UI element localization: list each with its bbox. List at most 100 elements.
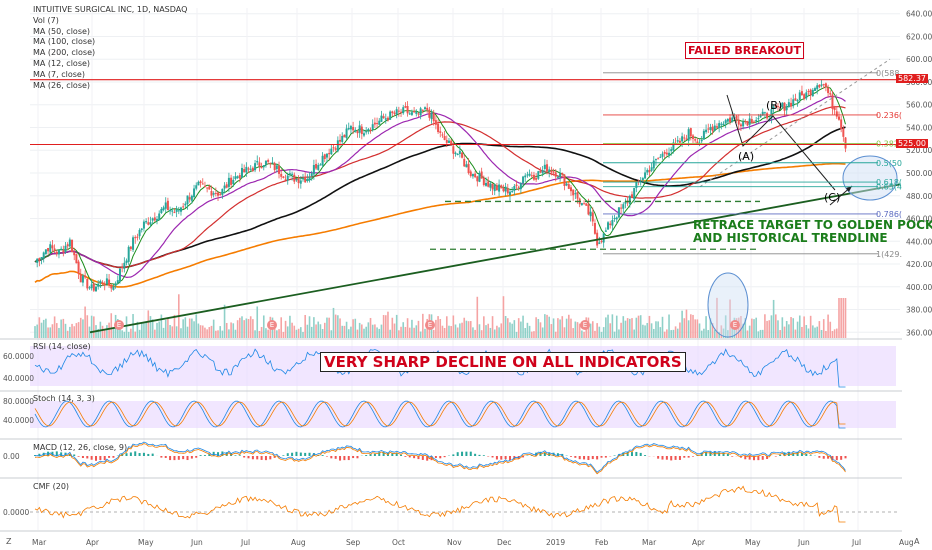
candle-body	[256, 160, 259, 163]
candle-body	[559, 173, 562, 178]
volume-bar	[474, 329, 476, 338]
earnings-marker[interactable]: E	[267, 320, 277, 330]
volume-bar	[219, 326, 221, 338]
volume-bar	[631, 318, 633, 338]
candle-body	[206, 187, 209, 189]
candle-body	[766, 113, 769, 119]
macd-hist-bar	[692, 456, 695, 457]
volume-bar	[624, 320, 627, 338]
volume-bar	[328, 317, 330, 338]
volume-bar	[753, 319, 755, 338]
volume-bar	[404, 326, 407, 338]
candle-body	[543, 164, 546, 169]
candle-body	[40, 256, 43, 260]
symbol-title[interactable]: INTUITIVE SURGICAL INC, 1D, NASDAQ	[33, 5, 188, 14]
candle-body	[635, 181, 638, 189]
macd-hist-bar	[617, 454, 620, 456]
candle-body	[805, 92, 808, 99]
volume-bar	[574, 321, 577, 338]
stoch-label[interactable]: Stoch (14, 3, 3)	[33, 394, 95, 403]
legend-ma100[interactable]: MA (100, close)	[33, 37, 96, 47]
candle-body	[71, 239, 74, 253]
rsi-label[interactable]: RSI (14, close)	[33, 342, 91, 351]
earnings-marker[interactable]: E	[114, 320, 124, 330]
volume-bar	[127, 331, 130, 338]
volume-bar	[594, 330, 596, 338]
legend-ma7[interactable]: MA (7, close)	[33, 69, 85, 79]
price-tick: 420.00	[906, 260, 932, 269]
auto-scale-button[interactable]: A	[914, 537, 920, 546]
earnings-marker[interactable]: E	[580, 320, 590, 330]
price-tick: 600.00	[906, 55, 932, 64]
volume-bar	[648, 315, 651, 338]
macd-hist-bar	[291, 452, 294, 456]
earnings-marker[interactable]: E	[425, 320, 435, 330]
volume-bar	[140, 323, 143, 338]
volume-bar	[273, 322, 276, 338]
macd-hist-bar	[683, 456, 686, 458]
volume-bar	[75, 323, 78, 338]
candle-body	[295, 178, 298, 181]
volume-bar	[757, 331, 760, 338]
candle-body	[114, 283, 117, 286]
volume-bar	[247, 319, 250, 338]
macd-hist-bar	[722, 452, 725, 456]
macd-hist-bar	[809, 455, 812, 456]
legend-ma12[interactable]: MA (12, close)	[33, 58, 91, 68]
volume-bar	[369, 317, 372, 338]
candle-body	[142, 221, 145, 229]
candle-body	[129, 246, 132, 249]
volume-bar	[727, 330, 729, 338]
candle-body	[563, 174, 566, 187]
volume-bar	[461, 322, 463, 338]
volume-bar	[509, 322, 511, 338]
candle-body	[458, 150, 461, 154]
zoom-corner[interactable]: Z	[6, 537, 12, 546]
fib-label: 0.382(52	[876, 139, 912, 148]
price-tick: 460.00	[906, 215, 932, 224]
candle-body	[315, 163, 318, 169]
candle-body	[245, 166, 248, 173]
fib-label: 0.618(49	[876, 178, 912, 187]
price-axis[interactable]: 360.00 380.00 400.00 420.00 440.00 460.00 480.…	[902, 0, 932, 550]
legend-ma50[interactable]: MA (50, close)	[33, 26, 91, 36]
volume-bar	[764, 314, 766, 338]
volume-bar	[801, 326, 803, 338]
macd-label[interactable]: MACD (12, 26, close, 9)	[33, 443, 128, 452]
candle-body	[757, 118, 760, 120]
earnings-marker[interactable]: E	[730, 320, 740, 330]
macd-hist-bar	[160, 456, 163, 458]
candle-body	[474, 173, 477, 178]
candle-body	[432, 113, 435, 122]
macd-hist-bar	[299, 452, 302, 456]
volume-bar	[265, 328, 267, 338]
cmf-label[interactable]: CMF (20)	[33, 482, 70, 491]
candle-body	[569, 187, 572, 192]
macd-hist-bar	[718, 452, 721, 456]
candle-body	[182, 206, 185, 208]
volume-bar	[64, 323, 67, 338]
volume-bar	[818, 321, 821, 338]
candle-body	[424, 107, 427, 110]
volume-bar	[690, 314, 692, 338]
volume-bar	[674, 326, 677, 338]
candle-body	[833, 107, 836, 111]
candle-body	[149, 222, 152, 225]
candle-body	[535, 178, 538, 180]
volume-bar	[822, 319, 825, 338]
legend-vol[interactable]: Vol (7)	[33, 15, 59, 25]
macd-hist-bar	[569, 456, 572, 457]
candle-body	[299, 180, 302, 184]
volume-bar	[707, 330, 710, 338]
volume-bar	[278, 329, 280, 338]
macd-hist-bar	[186, 456, 189, 461]
volume-bar	[770, 315, 773, 338]
candle-body	[49, 244, 52, 253]
time-axis[interactable]: Mar Apr May Jun Jul Aug Sep Oct Nov Dec 2019 Feb Mar…	[32, 538, 914, 547]
legend-ma26[interactable]: MA (26, close)	[33, 80, 91, 90]
candle-body	[763, 112, 766, 114]
legend-ma200[interactable]: MA (200, close)	[33, 48, 96, 58]
candle-body	[753, 121, 756, 123]
candle-body	[380, 115, 383, 122]
